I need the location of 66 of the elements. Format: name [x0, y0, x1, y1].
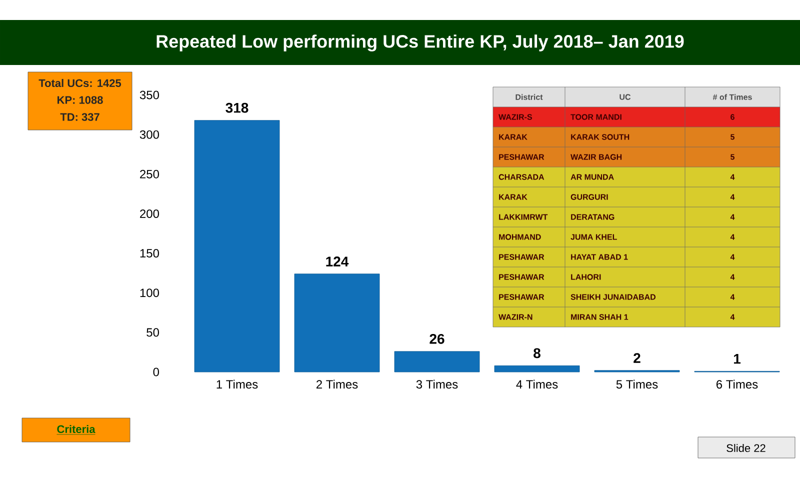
- data-label: 2: [634, 353, 640, 363]
- x-tick-label: 2 Times: [316, 380, 358, 389]
- bar: [294, 274, 380, 372]
- annotation: 4: [730, 214, 735, 220]
- bar: [494, 365, 580, 372]
- y-tick-label: 150: [140, 249, 160, 258]
- data-label: 1: [734, 354, 741, 364]
- y-tick-label: 100: [140, 288, 160, 298]
- annotation: MIRAN SHAH 1: [571, 314, 628, 320]
- annotation: 4: [730, 234, 735, 240]
- annotation: PESHAWAR: [499, 294, 544, 300]
- x-tick-label: 3 Times: [416, 380, 458, 389]
- annotation: JUMA KHEL: [570, 234, 617, 240]
- y-tick-label: 250: [140, 170, 160, 178]
- annotation: DERATANG: [571, 214, 614, 220]
- bar: [394, 351, 480, 372]
- chart-title: Repeated Low performing UCs Entire KP, July 2018– Jan 2019: [156, 34, 684, 52]
- y-tick-label: 0: [153, 368, 160, 376]
- y-tick-label: 50: [146, 328, 160, 337]
- x-tick-label: 1 Times: [216, 380, 258, 389]
- annotation: KARAK SOUTH: [571, 134, 630, 140]
- annotation: 5: [730, 134, 734, 140]
- annotation: SHEIKH JUNAIDABAD: [570, 294, 656, 300]
- text: Total UCs: 1425: [38, 78, 122, 88]
- annotation: LAKKIMRWT: [499, 214, 548, 220]
- annotation: 6: [730, 114, 734, 120]
- category-label: District: [516, 94, 543, 100]
- annotation: CHARSADA: [498, 174, 544, 180]
- annotation: WAZIR-S: [498, 114, 532, 120]
- x-tick-label: 4 Times: [516, 380, 558, 389]
- annotation: 4: [730, 194, 735, 200]
- y-tick-label: 350: [140, 90, 160, 100]
- annotation: 4: [730, 274, 735, 280]
- annotation: AR MUNDA: [570, 174, 614, 180]
- annotation: 4: [730, 314, 735, 320]
- annotation: KARAK: [499, 134, 528, 140]
- annotation: 5: [730, 154, 734, 160]
- data-label: 8: [534, 348, 540, 358]
- annotation: PESHAWAR: [499, 274, 544, 280]
- text: KP: 1088: [58, 96, 103, 104]
- y-tick-label: 300: [140, 130, 160, 139]
- bar: [194, 120, 280, 372]
- annotation: HAYAT ABAD 1: [571, 254, 628, 260]
- data-label: 26: [430, 334, 444, 344]
- category-label: # of Times: [712, 94, 752, 100]
- text: Criteria: [57, 424, 96, 434]
- annotation: 4: [730, 174, 735, 180]
- annotation: TOOR MANDI: [570, 114, 622, 120]
- annotation: PESHAWAR: [499, 254, 544, 260]
- x-tick-label: 5 Times: [616, 380, 658, 389]
- annotation: WAZIR-N: [498, 314, 532, 320]
- annotation: WAZIR BAGH: [570, 154, 622, 160]
- annotation: GURGURI: [570, 194, 608, 200]
- y-tick-label: 200: [140, 209, 160, 218]
- x-tick-label: 6 Times: [716, 380, 758, 389]
- text: Slide 22: [726, 444, 766, 452]
- annotation: PESHAWAR: [499, 154, 544, 160]
- annotation: 4: [730, 254, 735, 260]
- annotation: 4: [730, 294, 735, 300]
- annotation: KARAK: [499, 194, 528, 200]
- data-label: 124: [326, 256, 349, 266]
- annotation: MOHMAND: [499, 234, 541, 240]
- text: TD: 337: [60, 113, 100, 121]
- data-label: 318: [226, 102, 248, 113]
- category-label: UC: [620, 94, 631, 100]
- annotation: LAHORI: [571, 274, 601, 280]
